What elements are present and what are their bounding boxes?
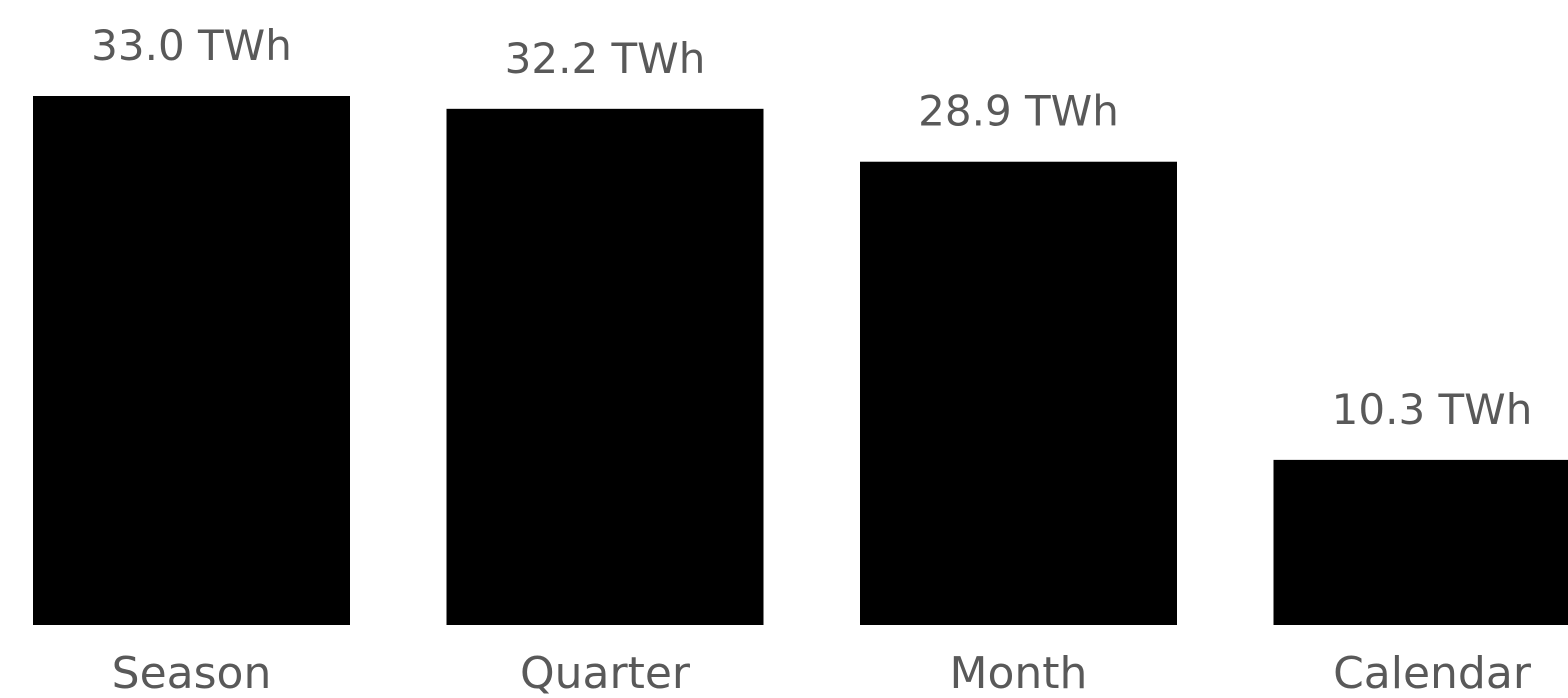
category-label-season: Season <box>112 648 272 698</box>
data-label-quarter: 32.2 TWh <box>505 34 706 83</box>
bar-quarter <box>446 108 764 626</box>
category-label-quarter: Quarter <box>520 648 691 698</box>
category-label-month: Month <box>950 648 1088 698</box>
data-label-calendar: 10.3 TWh <box>1332 385 1533 434</box>
data-label-month: 28.9 TWh <box>918 87 1119 136</box>
bar-month <box>860 161 1177 625</box>
category-label-calendar: Calendar <box>1333 648 1532 698</box>
bar-calendar <box>1273 459 1568 625</box>
bar-season <box>33 96 350 625</box>
data-label-season: 33.0 TWh <box>91 21 292 70</box>
